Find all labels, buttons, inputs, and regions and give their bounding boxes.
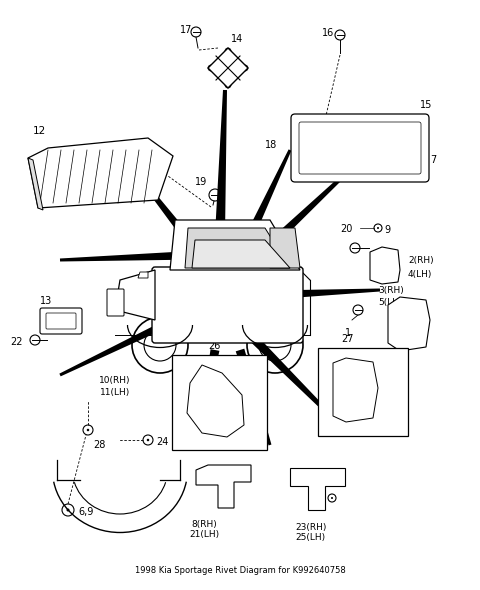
Text: 15: 15 xyxy=(420,100,432,110)
Circle shape xyxy=(221,364,223,366)
Circle shape xyxy=(301,142,303,144)
Polygon shape xyxy=(199,349,219,430)
Circle shape xyxy=(147,439,149,441)
Text: 21(LH): 21(LH) xyxy=(189,530,219,539)
Polygon shape xyxy=(129,164,199,251)
Circle shape xyxy=(375,421,377,423)
Circle shape xyxy=(324,137,326,139)
FancyBboxPatch shape xyxy=(299,122,421,174)
Circle shape xyxy=(377,227,379,229)
Polygon shape xyxy=(215,90,227,235)
Text: 3(RH): 3(RH) xyxy=(378,286,404,295)
Text: 28: 28 xyxy=(93,440,106,450)
Text: 12: 12 xyxy=(33,126,46,136)
Polygon shape xyxy=(262,164,356,253)
Text: 20: 20 xyxy=(340,224,352,234)
Polygon shape xyxy=(208,48,248,88)
Text: 23(RH): 23(RH) xyxy=(295,523,326,532)
Text: 2(RH): 2(RH) xyxy=(408,255,433,264)
Polygon shape xyxy=(236,349,271,445)
Text: 5(LH): 5(LH) xyxy=(378,298,403,307)
Text: 10(RH): 10(RH) xyxy=(99,376,131,385)
Circle shape xyxy=(335,415,337,417)
Circle shape xyxy=(314,137,316,139)
FancyBboxPatch shape xyxy=(152,267,303,343)
Polygon shape xyxy=(333,358,378,422)
Text: 27: 27 xyxy=(342,334,354,344)
Text: 8(RH): 8(RH) xyxy=(191,520,217,529)
Circle shape xyxy=(383,265,385,267)
Polygon shape xyxy=(187,365,244,437)
Text: 11(LH): 11(LH) xyxy=(100,388,130,397)
Circle shape xyxy=(245,406,247,408)
Polygon shape xyxy=(196,465,251,508)
Text: 6,9: 6,9 xyxy=(78,507,94,517)
Text: 20: 20 xyxy=(396,375,408,385)
Polygon shape xyxy=(28,138,173,208)
Bar xyxy=(318,348,408,436)
Polygon shape xyxy=(370,247,400,284)
FancyBboxPatch shape xyxy=(46,313,76,329)
Polygon shape xyxy=(244,149,291,242)
Circle shape xyxy=(324,157,326,159)
Circle shape xyxy=(407,324,409,326)
Text: 19: 19 xyxy=(195,177,207,187)
Text: 1: 1 xyxy=(345,328,351,338)
Circle shape xyxy=(207,475,209,477)
Polygon shape xyxy=(28,158,43,210)
Text: 9: 9 xyxy=(384,225,390,235)
Text: 16: 16 xyxy=(322,28,334,38)
Polygon shape xyxy=(60,251,200,261)
Text: 18: 18 xyxy=(265,140,277,150)
Text: 4(LH): 4(LH) xyxy=(408,270,432,278)
Polygon shape xyxy=(185,228,290,268)
FancyBboxPatch shape xyxy=(40,308,82,334)
Polygon shape xyxy=(290,468,345,510)
Text: 7: 7 xyxy=(430,155,436,165)
Circle shape xyxy=(299,475,301,477)
Circle shape xyxy=(314,157,316,159)
Text: 14: 14 xyxy=(231,34,243,44)
Circle shape xyxy=(331,497,333,499)
Polygon shape xyxy=(60,306,197,376)
Polygon shape xyxy=(138,272,148,278)
Circle shape xyxy=(196,426,198,428)
Polygon shape xyxy=(170,220,300,270)
Text: 25(LH): 25(LH) xyxy=(295,533,325,542)
Polygon shape xyxy=(270,228,300,268)
Polygon shape xyxy=(388,297,430,351)
Text: 17: 17 xyxy=(180,25,192,35)
Text: 22: 22 xyxy=(10,337,23,347)
Text: 1998 Kia Sportage Rivet Diagram for K992640758: 1998 Kia Sportage Rivet Diagram for K992… xyxy=(134,566,346,575)
Text: 26: 26 xyxy=(208,341,220,351)
Text: 13: 13 xyxy=(40,296,52,306)
FancyBboxPatch shape xyxy=(291,114,429,182)
Polygon shape xyxy=(270,289,380,300)
Polygon shape xyxy=(192,240,290,268)
FancyBboxPatch shape xyxy=(107,289,124,316)
Text: 24: 24 xyxy=(156,437,168,447)
Polygon shape xyxy=(115,270,155,320)
Circle shape xyxy=(87,429,89,431)
Polygon shape xyxy=(252,337,346,431)
Circle shape xyxy=(67,509,70,512)
Bar xyxy=(172,355,267,450)
Circle shape xyxy=(385,357,387,359)
